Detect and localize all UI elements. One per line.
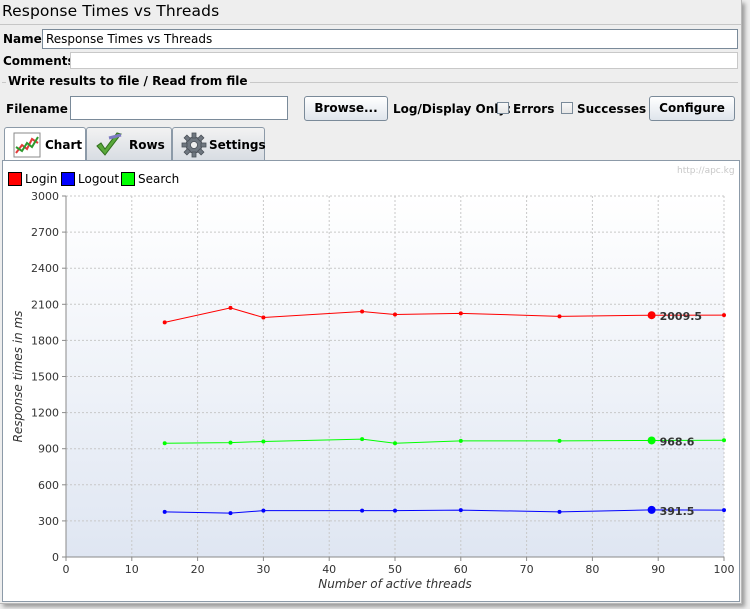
title-separator (0, 24, 741, 25)
tab-settings-label: Settings (209, 138, 266, 152)
tab-rows-label: Rows (129, 138, 165, 152)
file-section-title: Write results to file / Read from file (6, 74, 250, 88)
successes-label: Successes (577, 102, 647, 116)
comments-label: Comments: (3, 54, 80, 68)
successes-checkbox[interactable] (561, 102, 573, 114)
filename-input[interactable] (70, 96, 288, 120)
legend-label-logout: Logout (78, 172, 120, 186)
tab-chart[interactable]: Chart (4, 127, 86, 161)
checkmark-icon (96, 132, 122, 156)
watermark: http://apc.kg (677, 166, 735, 176)
window-title: Response Times vs Threads (2, 2, 220, 20)
legend-swatch-search (121, 172, 135, 186)
legend-label-login: Login (25, 172, 58, 186)
file-section (2, 82, 738, 125)
configure-button[interactable]: Configure (649, 96, 735, 121)
name-label: Name: (3, 32, 47, 46)
tab-rows[interactable]: Rows (86, 127, 172, 160)
errors-label: Errors (513, 102, 555, 116)
comments-field[interactable] (70, 52, 738, 69)
line-chart-icon (13, 132, 41, 158)
name-field[interactable]: Response Times vs Threads (42, 29, 738, 49)
browse-button[interactable]: Browse... (304, 96, 388, 121)
gear-icon (181, 132, 207, 158)
legend-label-search: Search (138, 172, 180, 186)
legend-swatch-logout (61, 172, 75, 186)
chart-panel (2, 160, 740, 602)
legend-swatch-login (8, 172, 22, 186)
tab-chart-label: Chart (45, 138, 83, 152)
filename-label: Filename (6, 102, 68, 116)
errors-checkbox[interactable] (497, 102, 509, 114)
log-display-label: Log/Display Only: (393, 102, 511, 116)
tab-settings[interactable]: Settings (172, 127, 266, 160)
